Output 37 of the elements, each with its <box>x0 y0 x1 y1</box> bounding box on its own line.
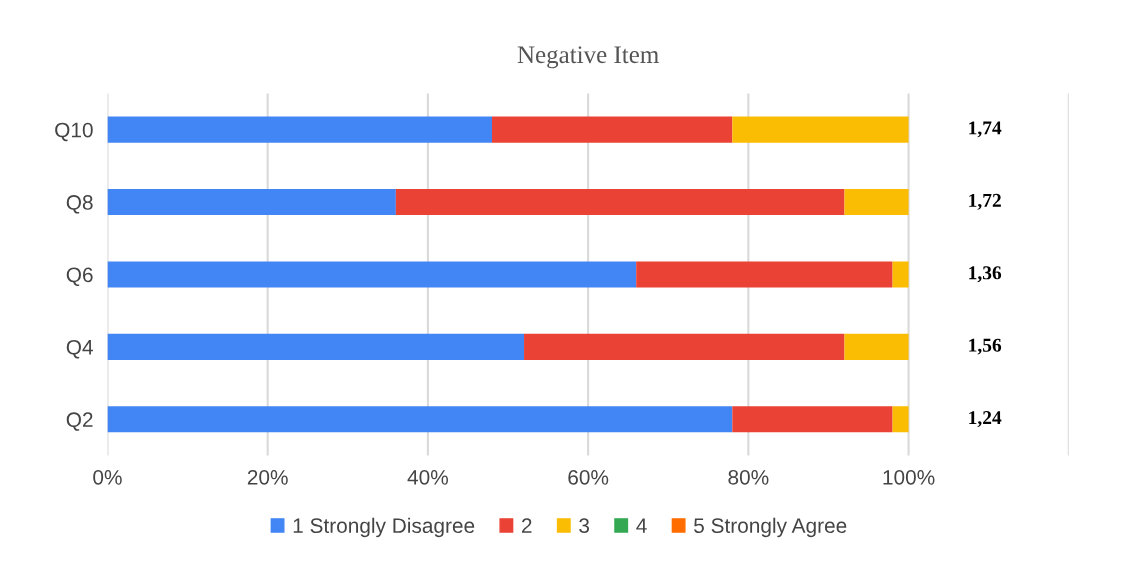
annotation: 1,36 <box>969 266 1002 283</box>
annotation: 1,24 <box>969 411 1002 427</box>
chart-title: Negative Item <box>517 46 659 69</box>
x-tick-label: 80% <box>728 469 769 485</box>
y-tick-label: Q6 <box>66 267 93 286</box>
y-tick-label: Q4 <box>66 339 93 359</box>
x-tick-label: 0% <box>93 469 122 485</box>
bar <box>732 116 909 143</box>
bar <box>524 333 845 360</box>
bar <box>892 261 909 288</box>
x-tick-label: 20% <box>247 469 288 485</box>
bar <box>107 189 396 216</box>
legend-label: 2 <box>522 518 532 533</box>
legend-label: 1 Strongly Disagree <box>293 517 475 538</box>
x-tick-label: 100% <box>883 469 935 485</box>
y-tick-label: Q2 <box>66 412 93 431</box>
x-tick-label: 40% <box>407 469 448 485</box>
legend-label: 4 <box>636 518 647 533</box>
bar <box>491 116 733 143</box>
annotation: 1,56 <box>969 338 1002 355</box>
bar <box>107 261 637 288</box>
legend-label: 5 Strongly Agree <box>694 517 847 538</box>
bar <box>844 333 909 360</box>
y-tick-label: Q10 <box>55 122 93 142</box>
legend-label: 3 <box>579 518 590 534</box>
bar <box>107 333 525 360</box>
x-tick-label: 60% <box>568 469 609 485</box>
bar <box>395 189 845 216</box>
bar <box>844 189 909 216</box>
annotation: 1,74 <box>969 121 1002 138</box>
bar <box>107 406 733 433</box>
bar <box>107 116 492 143</box>
bar <box>892 406 909 433</box>
bar <box>732 406 893 433</box>
annotation: 1,72 <box>969 193 1001 210</box>
bar <box>636 261 893 288</box>
y-tick-label: Q8 <box>66 195 93 214</box>
